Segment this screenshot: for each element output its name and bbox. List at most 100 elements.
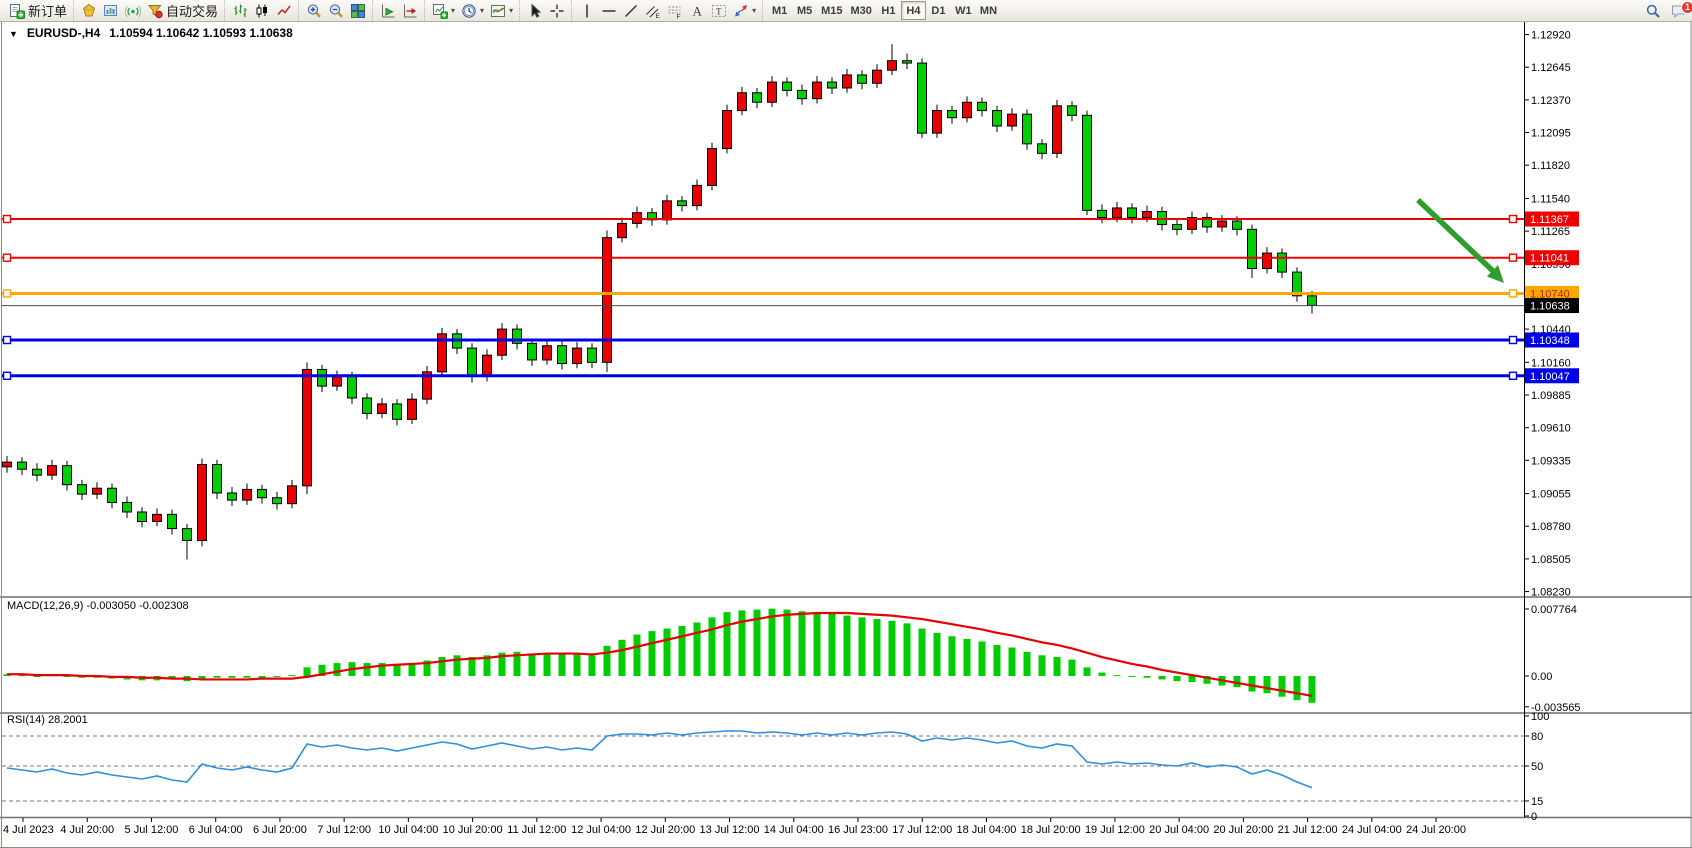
chevron-down-icon[interactable]: ▾ <box>480 6 485 15</box>
cursor-button[interactable] <box>524 1 546 20</box>
tile-windows-button[interactable] <box>347 1 369 20</box>
candle <box>617 222 627 239</box>
bid-price-line-price-label[interactable] <box>1525 298 1579 314</box>
macd-histogram-bar <box>318 664 326 676</box>
candle <box>677 200 687 207</box>
date-axis-label: 5 Jul 12:00 <box>125 824 179 836</box>
support-line-1-handle[interactable] <box>2 335 12 345</box>
macd-histogram-bar <box>903 623 911 676</box>
resistance-line-1-price-label[interactable] <box>1525 211 1579 227</box>
zoom-in-icon <box>307 3 321 18</box>
timeframe-h1-button[interactable]: H1 <box>876 1 901 20</box>
price-axis-tick-label: 1.12370 <box>1531 95 1571 107</box>
timeframe-mn-button[interactable]: MN <box>976 1 1001 20</box>
hline-button[interactable] <box>598 1 620 20</box>
label-button[interactable]: T <box>708 1 730 20</box>
candle <box>77 484 87 495</box>
resistance-line-2-handle[interactable] <box>2 253 12 262</box>
zoom-in-button[interactable] <box>303 1 325 20</box>
macd-histogram-bar <box>1068 659 1076 676</box>
auto-scroll-button[interactable] <box>377 1 399 20</box>
channel-button[interactable]: E <box>642 1 664 20</box>
candles-button[interactable] <box>251 1 273 20</box>
text-button[interactable]: A <box>686 1 708 20</box>
macd-signal-line <box>7 611 1313 697</box>
pivot-line-handle[interactable] <box>1508 289 1518 298</box>
vline-button[interactable] <box>576 1 598 20</box>
candle <box>797 89 807 100</box>
timeframe-w1-button[interactable]: W1 <box>951 1 976 20</box>
candle <box>407 398 417 420</box>
macd-histogram-bar <box>1083 667 1091 676</box>
candle <box>482 354 492 378</box>
template-icon <box>491 4 506 17</box>
search-button[interactable] <box>1645 3 1661 19</box>
pivot-line-price-label[interactable] <box>1525 285 1579 301</box>
period-button[interactable]: ▾ <box>458 1 487 20</box>
macd-histogram-bar <box>843 615 851 676</box>
candle <box>1112 207 1122 218</box>
candle <box>572 347 582 365</box>
line-chart-button[interactable] <box>273 1 295 20</box>
price-axis-tick-label: 1.11265 <box>1531 226 1570 238</box>
ticket-button[interactable] <box>78 1 100 20</box>
resistance-line-2-handle[interactable] <box>1508 253 1518 262</box>
chevron-down-icon[interactable]: ▾ <box>752 6 757 15</box>
market-watch-button[interactable] <box>100 1 122 20</box>
timeframe-h4-button[interactable]: H4 <box>900 1 926 20</box>
support-line-1-handle[interactable] <box>1508 335 1518 345</box>
new-order-button[interactable]: 新订单 <box>6 1 70 20</box>
candle <box>587 347 597 363</box>
candle <box>542 345 552 361</box>
candle <box>1007 113 1017 127</box>
timeframe-m30-button[interactable]: M30 <box>847 1 876 20</box>
zoom-out-button[interactable] <box>325 1 347 20</box>
arrows-button[interactable]: ▾ <box>730 1 759 20</box>
autotrade-button[interactable]: 自动交易 <box>144 1 221 20</box>
chevron-down-icon[interactable]: ▾ <box>451 6 456 15</box>
candle <box>212 463 222 494</box>
timeframe-d1-button[interactable]: D1 <box>926 1 951 20</box>
trendline-button[interactable] <box>620 1 642 20</box>
support-line-2-handle[interactable] <box>2 371 12 380</box>
chat-button[interactable]: 1 <box>1671 0 1692 19</box>
trend-arrow-annotation[interactable] <box>1416 198 1504 283</box>
chevron-down-icon[interactable]: ▾ <box>509 6 514 15</box>
candle <box>227 492 237 501</box>
symbol-period-label: EURUSD-,H4 <box>26 26 101 40</box>
macd-histogram-bar <box>333 663 341 676</box>
crosshair-button[interactable] <box>546 1 568 20</box>
candle <box>827 81 837 89</box>
bar-chart-button[interactable] <box>229 1 251 20</box>
candle <box>767 81 777 103</box>
price-axis-tick-label: 1.08780 <box>1531 521 1571 533</box>
resistance-line-1-handle[interactable] <box>2 214 12 224</box>
support-line-2-price-label[interactable] <box>1525 368 1579 384</box>
price-axis-tick-label: 1.10160 <box>1531 357 1571 369</box>
new-chart-button[interactable]: ▾ <box>429 1 458 20</box>
signals-button[interactable] <box>122 1 144 20</box>
candle <box>602 237 612 363</box>
macd-histogram-bar <box>513 651 521 676</box>
fibo-button[interactable]: F <box>664 1 686 20</box>
candle <box>17 461 27 470</box>
macd-histogram-bar <box>888 620 896 676</box>
resistance-line-2-price-label[interactable] <box>1525 250 1579 266</box>
resistance-line-1-handle[interactable] <box>1508 214 1518 224</box>
candle <box>422 371 432 400</box>
timeframe-m15-button[interactable]: M15 <box>817 1 846 20</box>
candle <box>122 501 132 513</box>
timeframe-m5-button[interactable]: M5 <box>792 1 817 20</box>
support-line-2-handle[interactable] <box>1508 371 1518 380</box>
support-line-1-price-label[interactable] <box>1525 332 1579 348</box>
template-button[interactable]: ▾ <box>487 1 516 20</box>
chevron-down-icon[interactable]: ▼ <box>9 29 18 39</box>
candle <box>1247 228 1257 270</box>
timeframe-m1-button[interactable]: M1 <box>767 1 792 20</box>
macd-histogram-bar <box>303 667 311 676</box>
chart-shift-button[interactable] <box>399 1 421 20</box>
macd-histogram-bar <box>1128 676 1136 677</box>
candle <box>557 345 567 365</box>
pivot-line-handle[interactable] <box>2 289 12 298</box>
